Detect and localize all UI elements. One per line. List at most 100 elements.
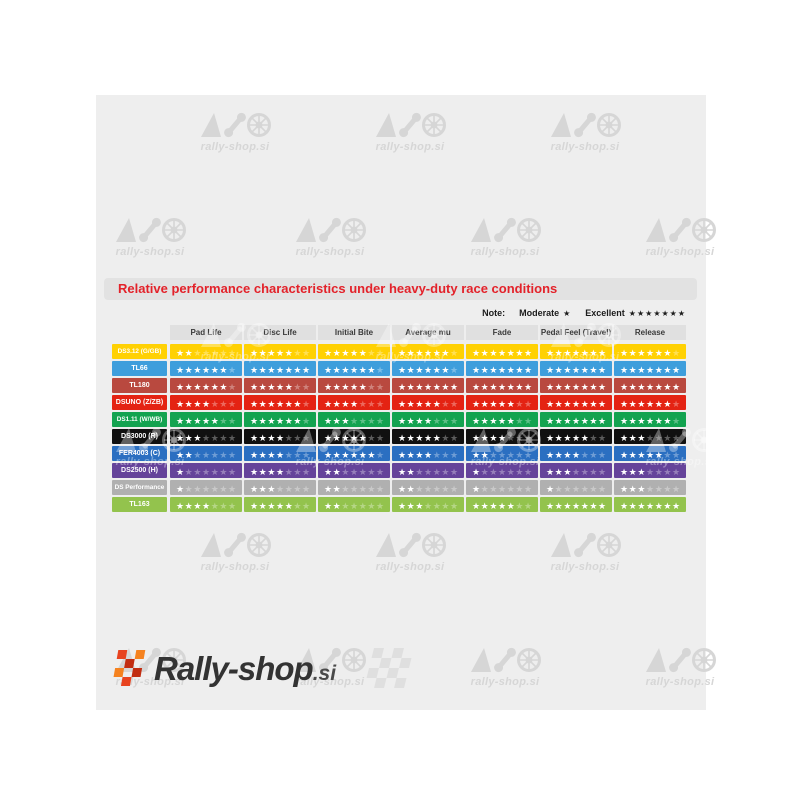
star-filled-icon: ★ [398, 501, 407, 511]
star-filled-icon: ★ [554, 501, 564, 511]
star-dim-icon: ★ [580, 450, 590, 460]
wheel-icon [597, 323, 621, 347]
star-filled-icon: ★ [506, 382, 516, 392]
star-dim-icon: ★ [441, 467, 451, 477]
rating-cell: ★★★★★★★ [466, 463, 538, 478]
star-filled-icon: ★ [563, 399, 573, 409]
rating-cell: ★★★★★★★ [170, 395, 242, 410]
excellent-label: Excellent [585, 308, 625, 318]
star-filled-icon: ★ [341, 433, 351, 443]
watermark-icons [646, 217, 716, 243]
triangle-logo-icon [296, 648, 316, 672]
star-dim-icon: ★ [480, 484, 490, 494]
star-filled-icon: ★ [267, 416, 277, 426]
star-filled-icon: ★ [398, 433, 407, 443]
star-dim-icon: ★ [293, 433, 303, 443]
wrench-icon [574, 532, 596, 558]
star-filled-icon: ★ [250, 365, 259, 375]
star-filled-icon: ★ [637, 467, 647, 477]
watermark-text: rally-shop.si [645, 676, 715, 688]
star-filled-icon: ★ [598, 416, 607, 426]
star-dim-icon: ★ [598, 484, 607, 494]
star-dim-icon: ★ [450, 348, 459, 358]
star-dim-icon: ★ [358, 399, 368, 409]
star-dim-icon: ★ [480, 467, 490, 477]
star-dim-icon: ★ [672, 433, 681, 443]
watermark: rally-shop.si [195, 530, 275, 573]
star-filled-icon: ★ [472, 501, 481, 511]
title-bar: Relative performance characteristics und… [104, 278, 697, 300]
star-dim-icon: ★ [515, 501, 525, 511]
star-dim-icon: ★ [376, 382, 385, 392]
star-filled-icon: ★ [293, 365, 303, 375]
star-filled-icon: ★ [472, 467, 481, 477]
column-header: Disc Life [244, 325, 316, 340]
star-dim-icon: ★ [302, 484, 311, 494]
star-filled-icon: ★ [637, 416, 647, 426]
rating-cell: ★★★★★★★ [318, 361, 390, 376]
star-dim-icon: ★ [515, 399, 525, 409]
star-filled-icon: ★ [654, 416, 664, 426]
star-filled-icon: ★ [406, 433, 416, 443]
star-dim-icon: ★ [202, 467, 211, 477]
star-filled-icon: ★ [332, 399, 342, 409]
star-filled-icon: ★ [441, 365, 451, 375]
star-dim-icon: ★ [376, 450, 385, 460]
star-filled-icon: ★ [302, 365, 311, 375]
rating-cell: ★★★★★★★ [318, 446, 390, 461]
watermark-icons [471, 217, 541, 243]
rating-cell: ★★★★★★★ [614, 361, 686, 376]
star-filled-icon: ★ [324, 416, 333, 426]
moderate-star-icon: ★ [563, 308, 572, 318]
wrench-icon [494, 427, 516, 453]
star-filled-icon: ★ [628, 399, 638, 409]
rating-cell: ★★★★★★★ [614, 395, 686, 410]
watermark-icons [646, 427, 716, 453]
star-filled-icon: ★ [184, 416, 194, 426]
wheel-icon [422, 113, 446, 137]
star-dim-icon: ★ [524, 467, 533, 477]
triangle-logo-icon [376, 113, 396, 137]
rating-cell: ★★★★★★★ [244, 446, 316, 461]
star-dim-icon: ★ [219, 433, 229, 443]
star-filled-icon: ★ [472, 416, 481, 426]
star-dim-icon: ★ [210, 501, 220, 511]
star-filled-icon: ★ [184, 450, 194, 460]
star-dim-icon: ★ [293, 348, 303, 358]
star-filled-icon: ★ [406, 348, 416, 358]
star-filled-icon: ★ [250, 416, 259, 426]
star-filled-icon: ★ [554, 365, 564, 375]
star-filled-icon: ★ [663, 416, 673, 426]
star-filled-icon: ★ [654, 348, 664, 358]
rating-cell: ★★★★★★★ [392, 446, 464, 461]
rating-cell: ★★★★★★★ [318, 480, 390, 495]
rating-cell: ★★★★★★★ [244, 344, 316, 359]
star-dim-icon: ★ [572, 467, 581, 477]
star-dim-icon: ★ [506, 450, 516, 460]
star-filled-icon: ★ [350, 399, 359, 409]
brand-name: Rally-shop.si [154, 650, 336, 688]
brand-name-text: Rally-shop [154, 650, 314, 687]
star-filled-icon: ★ [637, 382, 647, 392]
star-dim-icon: ★ [506, 467, 516, 477]
star-filled-icon: ★ [620, 433, 629, 443]
star-filled-icon: ★ [554, 416, 564, 426]
star-filled-icon: ★ [589, 399, 599, 409]
rating-cell: ★★★★★★★ [466, 497, 538, 512]
watermark: rally-shop.si [545, 320, 625, 363]
star-filled-icon: ★ [176, 484, 185, 494]
wheel-icon [692, 218, 716, 242]
watermark-text: rally-shop.si [115, 246, 185, 258]
wrench-icon [319, 647, 341, 673]
star-dim-icon: ★ [219, 348, 229, 358]
watermark-text: rally-shop.si [295, 246, 365, 258]
star-dim-icon: ★ [441, 484, 451, 494]
star-filled-icon: ★ [284, 365, 294, 375]
star-dim-icon: ★ [646, 433, 655, 443]
star-filled-icon: ★ [184, 501, 194, 511]
star-filled-icon: ★ [554, 467, 564, 477]
star-dim-icon: ★ [358, 501, 368, 511]
star-dim-icon: ★ [284, 450, 294, 460]
star-filled-icon: ★ [250, 399, 259, 409]
rating-cell: ★★★★★★★ [244, 361, 316, 376]
